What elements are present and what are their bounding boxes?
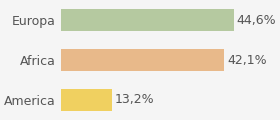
Text: 13,2%: 13,2% [115,93,155,106]
Text: 42,1%: 42,1% [227,54,267,66]
Bar [61,49,224,71]
Bar [61,9,234,31]
Bar [61,89,112,111]
Text: 44,6%: 44,6% [237,14,276,27]
